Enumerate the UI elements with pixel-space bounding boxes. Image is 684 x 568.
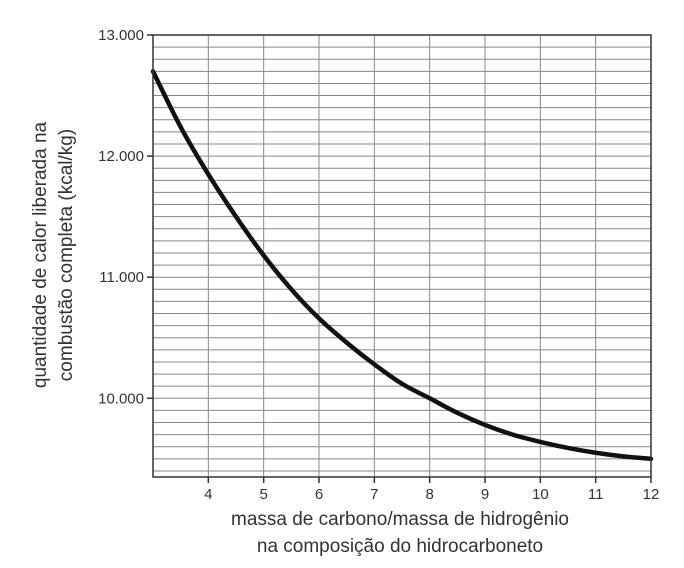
plot-frame (152, 34, 652, 478)
x-ticks: 4 5 6 7 8 9 10 11 12 (204, 477, 659, 503)
series-line (150, 69, 654, 462)
y-axis-label-2: combustão completa (kcal/kg) (56, 129, 77, 381)
y-tick-label: 11.000 (99, 269, 144, 286)
x-tick-label: 7 (370, 486, 378, 503)
y-axis-label: quantidade de calor liberada na (30, 121, 51, 388)
plot-border (152, 34, 652, 478)
x-tick-label: 6 (315, 486, 323, 503)
x-tick-label: 9 (481, 486, 489, 503)
x-tick-label: 11 (588, 486, 604, 503)
y-axis-label-line1: quantidade de calor liberada na (30, 121, 51, 388)
x-tick-label: 10 (532, 486, 549, 503)
x-axis-label-line2: na composição do hidrocarboneto (257, 536, 543, 557)
y-ticks: 10.000 11.000 12.000 13.000 (98, 27, 153, 407)
x-tick-label: 8 (425, 486, 433, 503)
grid (153, 35, 651, 477)
x-tick-label: 12 (643, 486, 660, 503)
x-tick-label: 4 (204, 486, 212, 503)
y-tick-label: 10.000 (98, 390, 144, 407)
series-line-layer (150, 69, 654, 462)
x-tick-label: 5 (259, 486, 267, 503)
y-tick-label: 13.000 (98, 27, 144, 44)
y-axis-label-line2: combustão completa (kcal/kg) (56, 129, 77, 381)
x-axis-label-line1: massa de carbono/massa de hidrogênio (231, 509, 569, 530)
y-tick-label: 12.000 (98, 148, 144, 165)
